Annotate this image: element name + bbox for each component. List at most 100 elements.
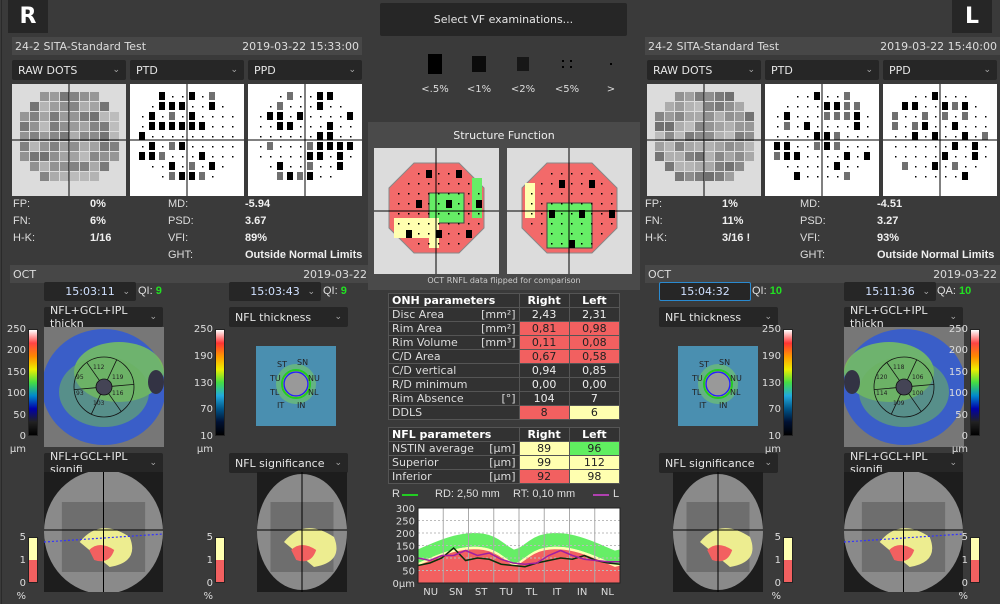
significance-map bbox=[673, 472, 763, 592]
right-value: 0,11 bbox=[518, 335, 570, 350]
sector-value: 100 bbox=[912, 390, 924, 397]
table-row: C/D Area 0,67 0,58 bbox=[388, 349, 621, 364]
sector-value: 112 bbox=[93, 364, 105, 371]
sector-value: 120 bbox=[876, 374, 888, 381]
left-plot-dropdown-1[interactable]: PTD ⌄ bbox=[765, 60, 879, 80]
scale-label: 250 bbox=[948, 324, 968, 335]
right-value: 92 bbox=[518, 469, 570, 484]
right-value: 0,00 bbox=[518, 377, 570, 392]
ght-value: Outside Normal Limits bbox=[877, 249, 995, 261]
disc-sector-label: TU bbox=[270, 374, 281, 383]
left-gcl-map-dropdown[interactable]: NFL+GCL+IPL thickn ⌄ bbox=[844, 304, 963, 330]
dropdown-value: RAW DOTS bbox=[653, 63, 713, 77]
vfi_label: VFI: bbox=[800, 232, 821, 244]
legend-r-line bbox=[402, 494, 418, 496]
right-value: 0,81 bbox=[518, 321, 570, 336]
left-oct-header: OCT 2019-03-22 bbox=[645, 265, 1000, 283]
y-tick-label: 150 bbox=[396, 542, 415, 553]
left-plot-dropdown-0[interactable]: RAW DOTS ⌄ bbox=[647, 60, 761, 80]
right-nfl-map-dropdown[interactable]: NFL thickness ⌄ bbox=[229, 307, 348, 327]
scale-label: 1 bbox=[19, 555, 26, 566]
table-title: ONH parameters bbox=[388, 293, 520, 308]
right-plot-dropdown-1[interactable]: PTD ⌄ bbox=[130, 60, 244, 80]
left-scan1-time-field[interactable]: 15:04:32 bbox=[659, 282, 751, 301]
left-value: 0,00 bbox=[568, 377, 621, 392]
right-scan2-time-dropdown[interactable]: 15:03:43 ⌄ bbox=[229, 282, 321, 301]
scale-label: 0 bbox=[961, 578, 968, 589]
param-name: C/D Area bbox=[388, 349, 520, 364]
left-gcl-sig-dropdown[interactable]: NFL+GCL+IPL signifi ⌄ bbox=[844, 450, 963, 476]
structure-function-panel: Structure Function OCT RNFL data flipped… bbox=[368, 122, 640, 290]
hk-value: 3/16 ! bbox=[722, 232, 751, 244]
scale-label: 5 bbox=[961, 532, 968, 543]
md-value: -5.94 bbox=[245, 198, 271, 210]
ght-value: Outside Normal Limits bbox=[245, 249, 363, 261]
disc-sector-label: TL bbox=[270, 388, 280, 397]
sector-value: 106 bbox=[912, 374, 924, 381]
left-vf-header: 24-2 SITA-Standard Test 2019-03-22 15:40… bbox=[645, 37, 1000, 55]
right-plot-dropdown-0[interactable]: RAW DOTS ⌄ bbox=[12, 60, 126, 80]
scale-unit: µm bbox=[9, 444, 26, 455]
test-name: 24-2 SITA-Standard Test bbox=[648, 39, 780, 53]
disc-sector-label: NU bbox=[308, 374, 320, 383]
right-scan1-time-dropdown[interactable]: 15:03:11 ⌄ bbox=[44, 282, 136, 301]
disc-sector-label: TL bbox=[692, 388, 702, 397]
oct-date: 2019-03-22 bbox=[303, 267, 367, 281]
oct-label: OCT bbox=[648, 267, 672, 281]
scale-label: 190 bbox=[761, 350, 781, 362]
left-value: 6 bbox=[568, 405, 621, 420]
nfl-color-scale bbox=[783, 329, 793, 436]
right-plot-dropdown-2[interactable]: PPD ⌄ bbox=[248, 60, 362, 80]
table-row: Inferior [µm] 92 98 bbox=[388, 469, 621, 484]
table-title: NFL parameters bbox=[388, 427, 520, 442]
onh-parameters-table: ONH parameters Right Left Disc Area [mm²] 2,4… bbox=[388, 293, 621, 420]
vf-plot-0 bbox=[647, 84, 761, 196]
right-value: 0,67 bbox=[518, 349, 570, 364]
fn-value: 11% bbox=[722, 215, 744, 227]
tsnit-legend: R RD: 2,50 mm RT: 0,10 mm L bbox=[388, 488, 623, 502]
legend-label: <1% bbox=[466, 84, 492, 95]
y-tick-label: 200 bbox=[396, 529, 415, 540]
param-name: Inferior [µm] bbox=[388, 469, 520, 484]
scale-label: 50 bbox=[13, 409, 26, 421]
left-nfl-map-dropdown[interactable]: NFL thickness ⌄ bbox=[659, 307, 778, 327]
dropdown-value: NFL+GCL+IPL thickn bbox=[50, 304, 128, 330]
nfl-thickness-map bbox=[256, 346, 336, 426]
scale-label: 5 bbox=[774, 532, 781, 543]
significance-map bbox=[44, 472, 163, 592]
disc-sector-label: IN bbox=[719, 401, 728, 410]
right-nfl-sig-dropdown[interactable]: NFL significance ⌄ bbox=[229, 453, 348, 473]
scale-label: 50 bbox=[955, 409, 968, 421]
chevron-down-icon: ⌄ bbox=[334, 312, 342, 322]
fn-value: 6% bbox=[90, 215, 106, 227]
left-plot-dropdown-2[interactable]: PPD ⌄ bbox=[883, 60, 997, 80]
md_label: MD: bbox=[168, 198, 189, 210]
oct-label: OCT bbox=[13, 267, 37, 281]
select-vf-button[interactable]: Select VF examinations... bbox=[380, 3, 627, 36]
scale-label: 130 bbox=[193, 377, 213, 389]
sector-value: 119 bbox=[112, 374, 124, 381]
y-tick-label: 100 bbox=[396, 554, 415, 565]
scale-label: 1 bbox=[961, 555, 968, 566]
left-nfl-sig-dropdown[interactable]: NFL significance ⌄ bbox=[659, 453, 778, 473]
ght_label: GHT: bbox=[800, 249, 826, 261]
fn_label: FN: bbox=[645, 215, 663, 227]
quality-index: QI: 10 bbox=[752, 285, 782, 297]
right-gcl-map-dropdown[interactable]: NFL+GCL+IPL thickn ⌄ bbox=[44, 304, 163, 330]
col-right: Right bbox=[518, 293, 570, 308]
table-row: DDLS 8 6 bbox=[388, 405, 621, 420]
right-eye-badge: R bbox=[8, 0, 48, 33]
legend-label: > bbox=[606, 84, 616, 95]
left-scan2-time-dropdown[interactable]: 15:11:36 ⌄ bbox=[844, 282, 936, 301]
vfi-value: 89% bbox=[245, 232, 268, 244]
x-tick-label: SN bbox=[449, 587, 463, 598]
scale-unit: µm bbox=[196, 444, 213, 455]
left-value: 0,08 bbox=[568, 335, 621, 350]
chevron-down-icon: ⌄ bbox=[949, 312, 957, 322]
table-row: C/D vertical 0,94 0,85 bbox=[388, 363, 621, 378]
test-datetime: 2019-03-22 15:40:00 bbox=[880, 39, 997, 53]
right-vf-header: 24-2 SITA-Standard Test 2019-03-22 15:33… bbox=[12, 37, 362, 55]
right-gcl-sig-dropdown[interactable]: NFL+GCL+IPL signifi ⌄ bbox=[44, 450, 163, 476]
chevron-down-icon: ⌄ bbox=[764, 312, 772, 322]
fp_label: FP: bbox=[13, 198, 31, 210]
